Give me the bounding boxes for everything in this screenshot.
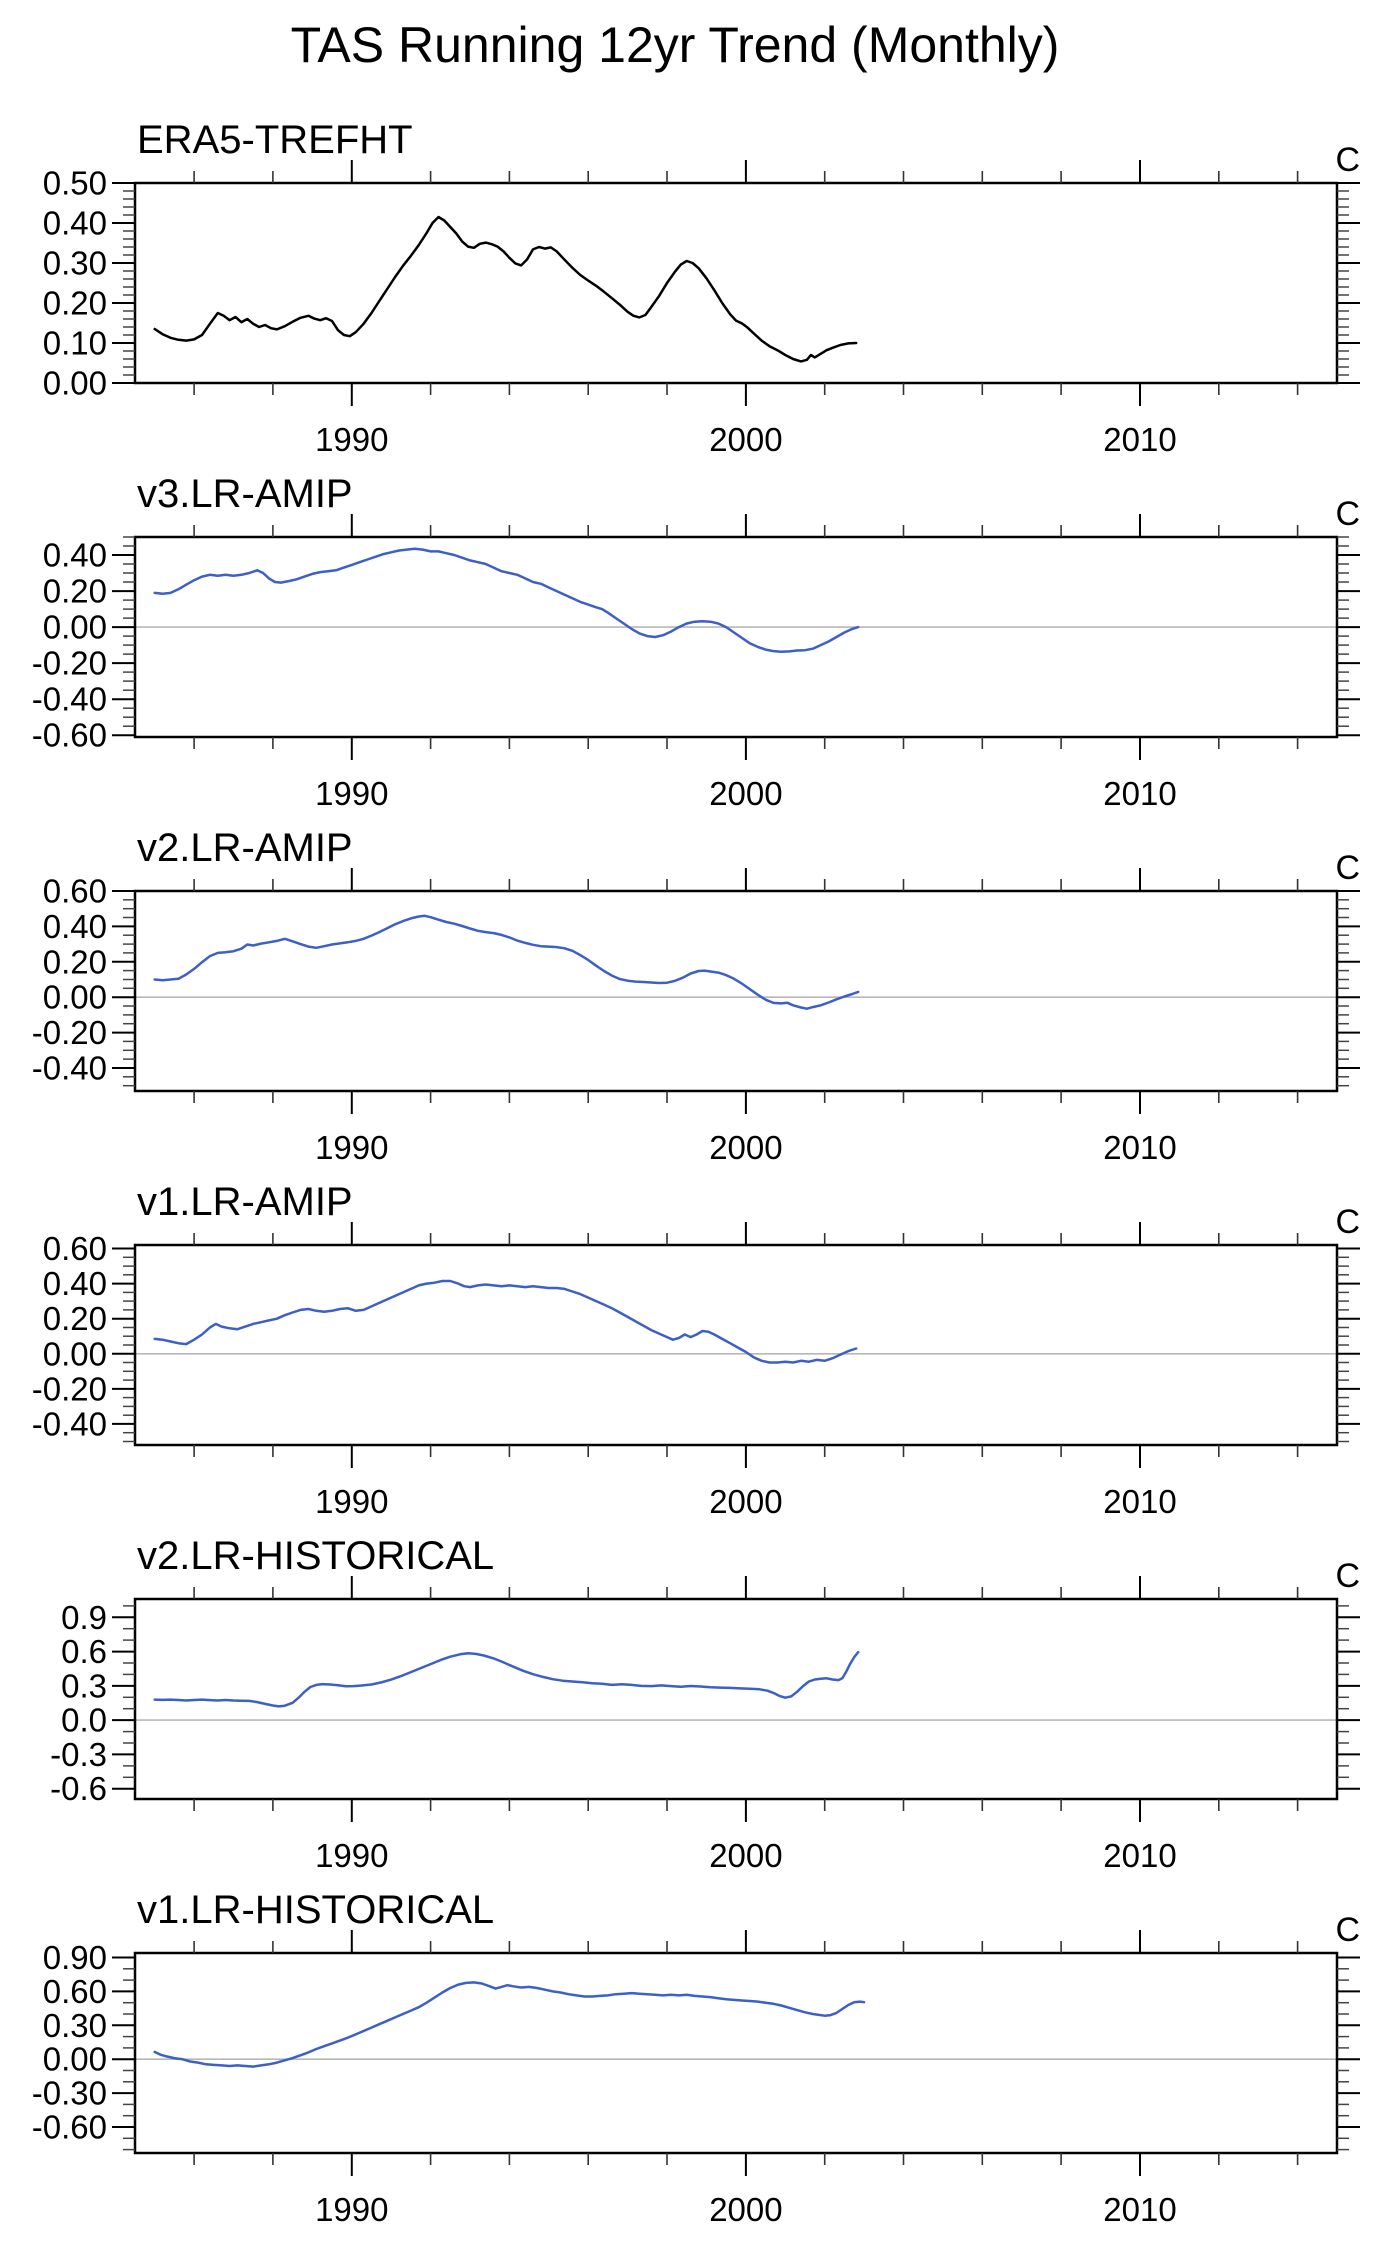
data-line-v1-lr-amip <box>153 1279 858 1364</box>
y-tick-label: 0.50 <box>43 165 107 202</box>
y-tick-label: 0.10 <box>43 325 107 362</box>
units-label: C <box>1335 495 1360 533</box>
y-tick-label: 0.00 <box>43 979 107 1016</box>
plot-frame <box>133 1597 1339 1801</box>
plot-frame <box>133 535 1339 739</box>
y-ticks: 0.600.400.200.00-0.20-0.40 <box>32 873 1360 1087</box>
y-tick-label: 0.40 <box>43 205 107 242</box>
y-tick-label: -0.60 <box>32 717 107 754</box>
units-label: C <box>1335 1557 1360 1595</box>
data-line-v1-lr-historical <box>153 1981 866 2068</box>
y-tick-label: 0.0 <box>61 1702 107 1739</box>
units-label: C <box>1335 141 1360 179</box>
x-tick-label: 2000 <box>709 775 782 812</box>
y-tick-label: 0.40 <box>43 908 107 945</box>
y-tick-label: 0.3 <box>61 1667 107 1704</box>
y-tick-label: 0.20 <box>43 285 107 322</box>
x-ticks <box>193 160 1299 406</box>
units-label: C <box>1335 1911 1360 1949</box>
y-tick-label: -0.20 <box>32 1370 107 1407</box>
panel-title: v1.LR-HISTORICAL <box>137 1888 494 1932</box>
y-tick-label: -0.20 <box>32 1014 107 1051</box>
x-tick-label: 2010 <box>1103 1129 1176 1166</box>
y-tick-label: -0.40 <box>32 681 107 718</box>
x-ticks <box>193 1930 1299 2176</box>
y-ticks: 0.400.200.00-0.20-0.40-0.60 <box>32 536 1360 754</box>
y-tick-label: -0.60 <box>32 2109 107 2146</box>
x-ticks <box>193 1576 1299 1822</box>
x-tick-label: 1990 <box>315 1129 388 1166</box>
plot-frame <box>133 1243 1339 1447</box>
panel-v3-lr-amip: 0.400.200.00-0.20-0.40-0.60 1990 2000 2010 v… <box>32 472 1360 812</box>
y-tick-label: 0.60 <box>43 1230 107 1267</box>
y-tick-label: 0.30 <box>43 2007 107 2044</box>
x-tick-label: 1990 <box>315 1483 388 1520</box>
y-tick-label: 0.00 <box>43 365 107 402</box>
x-tick-label: 1990 <box>315 2191 388 2228</box>
y-tick-label: -0.40 <box>32 1405 107 1442</box>
data-line-era5-trefht <box>153 215 858 363</box>
panel-title: v1.LR-AMIP <box>137 1180 353 1224</box>
y-ticks: 0.600.400.200.00-0.20-0.40 <box>32 1230 1360 1442</box>
x-tick-label: 2010 <box>1103 421 1176 458</box>
plot-frame <box>133 889 1339 1093</box>
y-tick-label: 0.9 <box>61 1599 107 1636</box>
y-tick-label: -0.30 <box>32 2075 107 2112</box>
y-tick-label: 0.20 <box>43 573 107 610</box>
y-tick-label: -0.20 <box>32 645 107 682</box>
y-tick-label: 0.40 <box>43 1265 107 1302</box>
x-ticks <box>193 514 1299 760</box>
y-tick-label: 0.00 <box>43 2041 107 2078</box>
y-tick-label: 0.20 <box>43 943 107 980</box>
x-tick-label: 2000 <box>709 1129 782 1166</box>
y-tick-label: 0.60 <box>43 1973 107 2010</box>
y-tick-label: 0.60 <box>43 873 107 910</box>
x-tick-label: 2010 <box>1103 2191 1176 2228</box>
panel-era5-trefht: 0.500.400.300.200.100.00 1990 2000 2010 ERA5… <box>43 118 1360 458</box>
x-tick-label: 2010 <box>1103 1483 1176 1520</box>
y-tick-label: 0.6 <box>61 1633 107 1670</box>
panel-v2-lr-historical: 0.90.60.30.0-0.3-0.6 1990 2000 2010 v2.LR-HI… <box>50 1534 1360 1874</box>
x-tick-label: 2000 <box>709 1483 782 1520</box>
units-label: C <box>1335 1203 1360 1241</box>
y-tick-label: 0.20 <box>43 1300 107 1337</box>
y-tick-label: 0.00 <box>43 609 107 646</box>
panel-v2-lr-amip: 0.600.400.200.00-0.20-0.40 1990 2000 2010 v2… <box>32 826 1360 1166</box>
x-tick-label: 2000 <box>709 2191 782 2228</box>
panel-title: v2.LR-AMIP <box>137 826 353 870</box>
plot-frame <box>133 1951 1339 2155</box>
x-tick-label: 2010 <box>1103 775 1176 812</box>
x-ticks <box>193 868 1299 1114</box>
panel-v1-lr-amip: 0.600.400.200.00-0.20-0.40 1990 2000 2010 v1… <box>32 1180 1360 1520</box>
x-ticks <box>193 1222 1299 1468</box>
x-tick-label: 2010 <box>1103 1837 1176 1874</box>
y-tick-label: -0.6 <box>50 1770 107 1807</box>
main-title: TAS Running 12yr Trend (Monthly) <box>290 17 1060 73</box>
y-tick-label: 0.30 <box>43 245 107 282</box>
x-tick-label: 2000 <box>709 421 782 458</box>
y-ticks: 0.900.600.300.00-0.30-0.60 <box>32 1939 1360 2151</box>
y-ticks: 0.90.60.30.0-0.3-0.6 <box>50 1599 1360 1807</box>
y-tick-label: -0.40 <box>32 1050 107 1087</box>
y-ticks: 0.500.400.300.200.100.00 <box>43 165 1360 402</box>
data-line-v2-lr-amip <box>153 914 860 1010</box>
panel-v1-lr-historical: 0.900.600.300.00-0.30-0.60 1990 2000 2010 v1… <box>32 1888 1360 2228</box>
data-line-v2-lr-historical <box>153 1650 860 1708</box>
y-tick-label: 0.90 <box>43 1939 107 1976</box>
x-tick-label: 1990 <box>315 775 388 812</box>
data-line-v3-lr-amip <box>153 547 860 654</box>
panel-title: ERA5-TREFHT <box>137 118 413 162</box>
units-label: C <box>1335 849 1360 887</box>
x-tick-label: 1990 <box>315 421 388 458</box>
x-tick-label: 1990 <box>315 1837 388 1874</box>
panel-title: v3.LR-AMIP <box>137 472 353 516</box>
plot-frame <box>133 181 1339 385</box>
x-tick-label: 2000 <box>709 1837 782 1874</box>
y-tick-label: 0.40 <box>43 537 107 574</box>
panel-title: v2.LR-HISTORICAL <box>137 1534 494 1578</box>
y-tick-label: 0.00 <box>43 1335 107 1372</box>
y-tick-label: -0.3 <box>50 1736 107 1773</box>
